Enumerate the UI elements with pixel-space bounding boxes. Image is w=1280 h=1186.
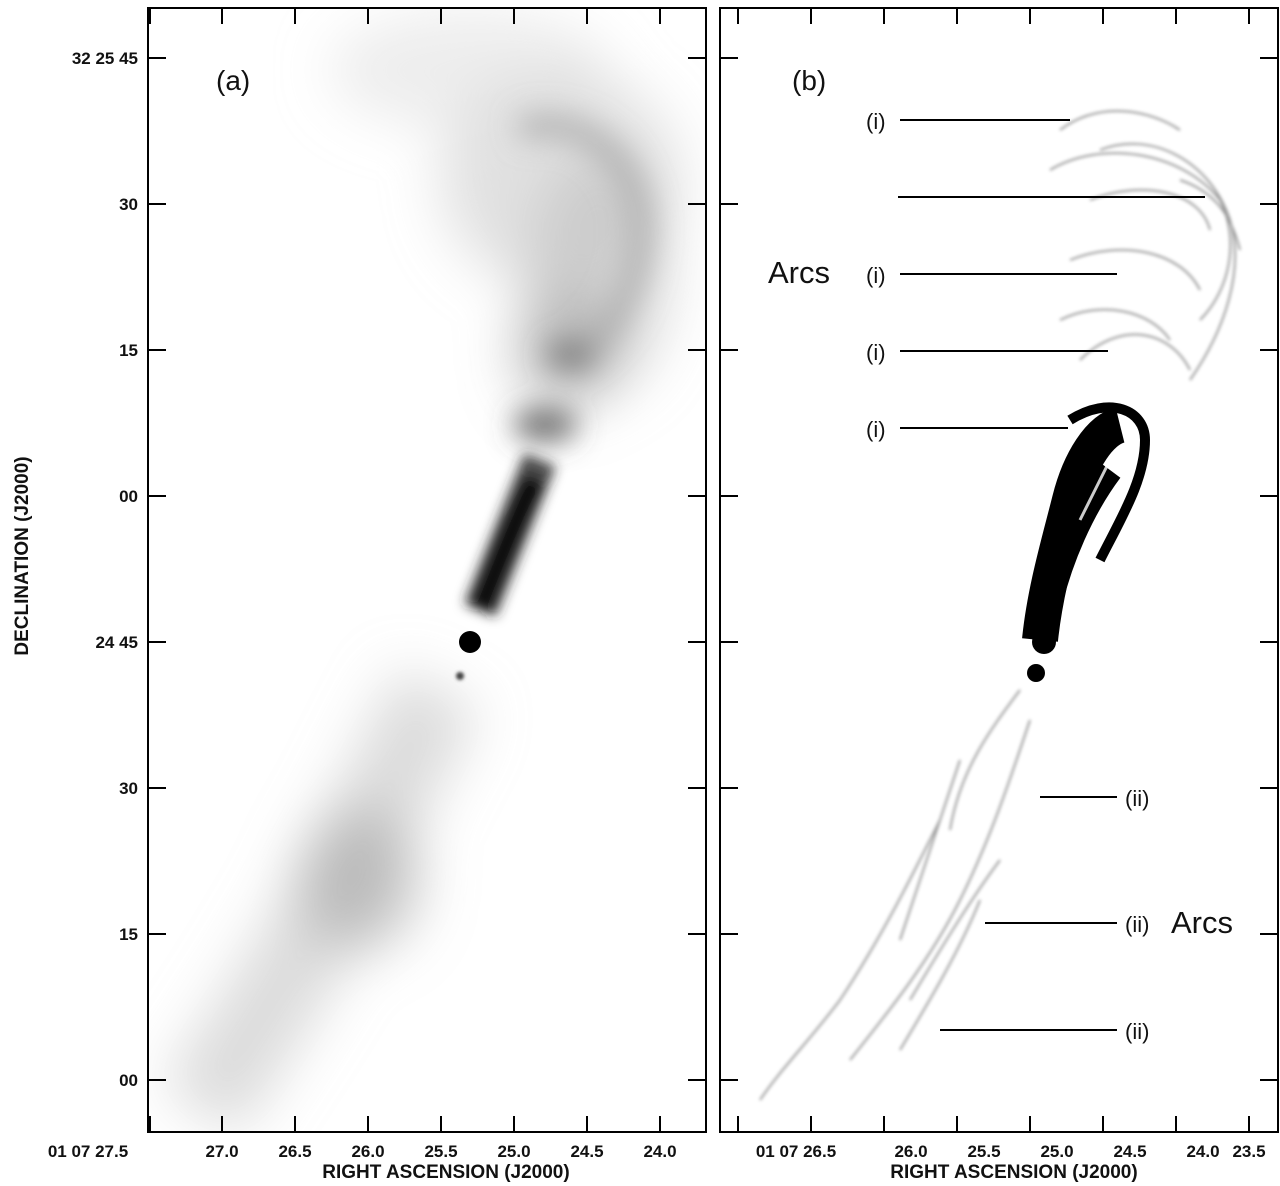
- x-tick-label: 23.5: [1232, 1142, 1265, 1161]
- panel-a: (a): [147, 7, 707, 1133]
- panel-b-label: (b): [792, 65, 826, 96]
- y-tick-label: 30: [119, 779, 138, 798]
- x-tick-label: 24.5: [1113, 1142, 1146, 1161]
- annotation-i-3: (i): [866, 340, 886, 365]
- x-axis-title-panel-a: RIGHT ASCENSION (J2000): [322, 1162, 569, 1183]
- x-tick-label: 25.0: [497, 1142, 530, 1161]
- x-tick-label: 24.0: [643, 1142, 676, 1161]
- y-tick-label: 15: [119, 925, 138, 944]
- y-tick-label: 24 45: [95, 633, 138, 652]
- x-tick-label: 24.0: [1186, 1142, 1219, 1161]
- y-tick-label: 30: [119, 195, 138, 214]
- y-tick-label: 32 25 45: [72, 49, 138, 68]
- y-tick-label: 00: [119, 487, 138, 506]
- annotation-i-1: (i): [866, 109, 886, 134]
- panel-b-frame: [719, 7, 1279, 1133]
- x-tick-label: 25.5: [424, 1142, 457, 1161]
- arcs-label-south: Arcs: [1171, 905, 1233, 940]
- annotation-ii-2: (ii): [1125, 912, 1149, 937]
- y-tick-labels: 32 25 45 30 15 00 24 45 30 15 00: [72, 49, 138, 1090]
- x-tick-label: 26.0: [351, 1142, 384, 1161]
- panel-b-ticks: [720, 8, 1278, 1132]
- y-axis-title: DECLINATION (J2000): [12, 456, 33, 655]
- x-tick-label: 24.5: [570, 1142, 603, 1161]
- x-tick-label: 01 07 26.5: [756, 1142, 836, 1161]
- panel-a-frame: [147, 7, 707, 1133]
- annotation-ii-3: (ii): [1125, 1019, 1149, 1044]
- x-axis-title-panel-b: RIGHT ASCENSION (J2000): [890, 1162, 1137, 1183]
- panel-b: (b) (i) (i) (i) (i) Arcs (ii) (ii) (ii) …: [719, 7, 1279, 1133]
- x-tick-label: 25.5: [967, 1142, 1000, 1161]
- x-tick-label: 25.0: [1040, 1142, 1073, 1161]
- annotation-i-4: (i): [866, 417, 886, 442]
- x-tick-labels-panel-b: 01 07 26.5 26.0 25.5 25.0 24.5 24.0 23.5: [756, 1142, 1266, 1161]
- x-tick-labels-panel-a: 01 07 27.5 27.0 26.5 26.0 25.5 25.0 24.5 24.0: [48, 1142, 677, 1161]
- y-tick-label: 00: [119, 1071, 138, 1090]
- annotation-ii-1: (ii): [1125, 786, 1149, 811]
- panel-a-image: [162, 10, 680, 1132]
- x-tick-label: 26.0: [894, 1142, 927, 1161]
- y-tick-label: 15: [119, 341, 138, 360]
- panel-a-ticks: [148, 8, 706, 1132]
- panel-a-label: (a): [216, 65, 250, 96]
- panel-b-image: [759, 110, 1241, 1101]
- x-tick-label: 01 07 27.5: [48, 1142, 128, 1161]
- arcs-label-north: Arcs: [768, 255, 830, 290]
- panel-b-leader-lines: [898, 119, 1205, 1031]
- x-tick-label: 26.5: [278, 1142, 311, 1161]
- x-tick-label: 27.0: [205, 1142, 238, 1161]
- annotation-i-2: (i): [866, 263, 886, 288]
